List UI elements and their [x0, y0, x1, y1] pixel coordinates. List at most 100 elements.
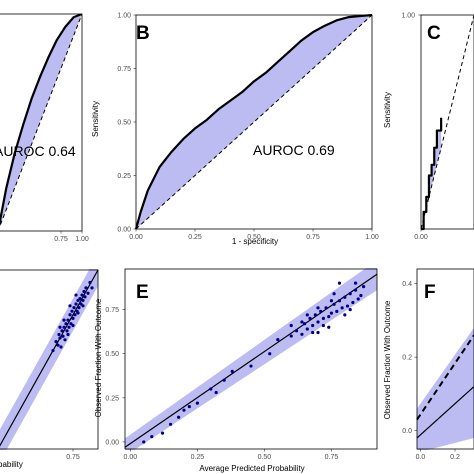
panel-e-point [311, 323, 315, 328]
panel-e-point [182, 408, 186, 412]
panel-c-x-ticks: 0.00 [414, 229, 428, 241]
panel-e-point [327, 325, 331, 329]
panel-e-point [222, 378, 226, 382]
panel-e-point [214, 390, 218, 395]
panel-c-frame [420, 14, 474, 230]
panel-d-point [65, 329, 69, 333]
panel-c-plot [420, 14, 474, 231]
panel-c-x-tick-label: 0.00 [414, 234, 428, 241]
panel-d-point [62, 318, 66, 322]
panel-e-point [353, 281, 358, 285]
panel-d-point [60, 329, 64, 333]
panel-b-auc-area [136, 15, 372, 229]
panel-a: 0.75 1.00 AUROC 0.64 [0, 13, 89, 243]
panel-b-y-tick-label: 0.25 [117, 173, 131, 180]
panel-e-point [348, 307, 352, 312]
panel-d-x-axis-title: bability [0, 460, 23, 469]
panel-f-y-tick-label: 0.2 [402, 355, 412, 362]
panel-e-point [316, 306, 320, 310]
panel-a-roc-curve [0, 14, 82, 227]
panel-e-point [300, 332, 304, 336]
panel-d-point [58, 325, 62, 329]
panel-d-point [63, 338, 67, 342]
panel-e-point [332, 292, 336, 296]
panel-e-point [337, 299, 342, 303]
panel-e-point [230, 369, 234, 373]
panel-d-point [82, 289, 86, 294]
panel-e-point [313, 313, 317, 317]
panel-e-band [125, 268, 377, 450]
panel-b-y-tick-label: 0.50 [117, 120, 131, 127]
panel-a-frame [0, 13, 83, 232]
panel-f-y-tick-label: 0.4 [402, 281, 412, 288]
panel-b: 0.00 0.25 0.50 0.75 1.00 0.00 0.25 0.50 0.75 1.0… [91, 13, 379, 247]
panel-d-point [68, 304, 72, 308]
panel-e-confidence-band [125, 268, 377, 450]
panel-e-point [324, 306, 328, 310]
panel-e-point [177, 415, 181, 419]
panel-d-band [0, 269, 98, 450]
panel-b-annotation: AUROC 0.69 [253, 142, 335, 158]
panel-e-label: E [136, 282, 149, 303]
panel-f-x-ticks: 0.0 0.2 [416, 449, 460, 461]
panel-f-band [417, 327, 474, 450]
panel-b-band [136, 15, 372, 229]
panel-d-plot [0, 269, 99, 447]
panel-b-y-tick-label: 0.00 [117, 227, 131, 234]
panel-d-point [86, 291, 90, 295]
panel-e-x-tick-label: 0.00 [124, 454, 138, 461]
panel-e-point [150, 435, 154, 439]
panel-b-y-tick-label: 1.00 [117, 13, 131, 20]
panel-e-point [335, 309, 339, 313]
panel-d-point [84, 286, 88, 290]
panel-c-y-tick-label: 1.00 [401, 13, 415, 20]
panel-a-plot [0, 14, 82, 228]
panel-e-point [187, 405, 191, 409]
panel-d-point [78, 297, 82, 301]
panel-e-point [289, 334, 293, 338]
panel-b-x-tick-label: 0.25 [188, 234, 202, 241]
panel-e-y-tick-label: 0.75 [105, 307, 119, 314]
panel-f-confidence-band [417, 327, 474, 450]
panel-f-plot [416, 334, 474, 439]
panel-e-point [345, 304, 350, 308]
panel-e-point [340, 306, 344, 310]
panel-b-y-tick-label: 0.75 [117, 66, 131, 73]
panel-d-point [81, 304, 85, 308]
panel-e-point [300, 320, 304, 324]
panel-e-x-axis-title: Average Predicted Probability [199, 464, 304, 473]
panel-e: 0.00 0.25 0.50 0.75 0.00 0.25 0.50 0.75 E Aver… [94, 268, 378, 473]
panel-e-x-tick-label: 0.50 [258, 454, 272, 461]
panel-e-point [142, 440, 146, 444]
panel-e-x-ticks: 0.00 0.25 0.50 0.75 [124, 449, 338, 461]
panel-e-point [305, 327, 309, 331]
panel-e-point [321, 323, 325, 328]
panel-e-point [361, 285, 366, 289]
panel-e-point [356, 297, 360, 301]
panel-e-point [289, 323, 293, 328]
panel-d-point [67, 325, 71, 329]
panel-b-x-ticks: 0.00 0.25 0.50 0.75 1.00 [129, 229, 379, 241]
panel-c-y-axis-title: Sensitivity [383, 92, 392, 128]
panel-d-point [73, 313, 77, 317]
panel-e-point [353, 288, 358, 292]
panel-e-y-tick-label: 0.50 [105, 351, 119, 358]
panel-d: 0.75 bability [0, 269, 99, 469]
panel-e-y-ticks: 0.00 0.25 0.50 0.75 [105, 307, 125, 446]
panel-b-x-tick-label: 0.75 [306, 234, 320, 241]
panel-f-y-axis-title: Observed Fraction With Outcome [383, 300, 392, 419]
panel-d-x-ticks: 0.75 [66, 449, 80, 461]
panel-f-y-ticks: 0.0 0.2 0.4 [402, 281, 417, 435]
panel-d-point [64, 322, 68, 326]
panel-a-annotation: AUROC 0.64 [0, 143, 76, 159]
panel-b-y-axis-title: Sensitivity [91, 101, 100, 137]
panel-f-x-tick-label: 0.2 [450, 454, 460, 461]
panel-d-x-tick-label: 0.75 [66, 454, 80, 461]
panel-a-x-tick-label: 1.00 [75, 236, 89, 243]
panel-e-point [332, 302, 336, 306]
panel-d-point [66, 318, 70, 322]
panel-c-roc-curve [421, 117, 443, 231]
panel-e-point [329, 311, 334, 315]
panel-e-point [268, 352, 272, 356]
